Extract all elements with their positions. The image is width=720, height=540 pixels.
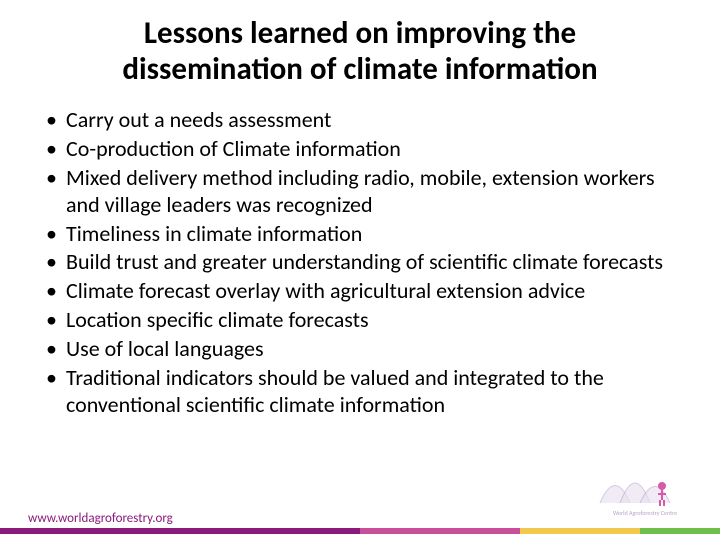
footer-url: www.worldagroforestry.org <box>28 511 173 526</box>
bullet-text: Traditional indicators should be valued … <box>66 364 604 418</box>
list-item: Build trust and greater understanding of… <box>40 249 680 276</box>
bullet-text: Carry out a needs assessment <box>66 106 331 133</box>
stripe-segment <box>520 528 640 534</box>
bullet-text: Mixed delivery method including radio, m… <box>66 164 655 218</box>
bullet-list: Carry out a needs assessment Co-producti… <box>0 97 720 418</box>
bullet-text: Use of local languages <box>66 335 264 362</box>
slide-title: Lessons learned on improving the dissemi… <box>0 0 720 97</box>
list-item: Mixed delivery method including radio, m… <box>40 165 680 219</box>
bullet-text: Climate forecast overlay with agricultur… <box>66 277 585 304</box>
list-item: Location specific climate forecasts <box>40 307 680 334</box>
list-item: Carry out a needs assessment <box>40 107 680 134</box>
slide: { "title": { "text": "Lessons learned on… <box>0 0 720 540</box>
stripe-segment <box>0 528 360 534</box>
bullet-text: Location specific climate forecasts <box>66 306 369 333</box>
bullet-text: Timeliness in climate information <box>66 220 362 247</box>
bullet-text: Co-production of Climate information <box>66 135 401 162</box>
list-item: Traditional indicators should be valued … <box>40 365 680 419</box>
footer-stripe <box>0 528 720 534</box>
bullet-text: Build trust and greater understanding of… <box>66 248 663 275</box>
stripe-segment <box>640 528 720 534</box>
list-item: Timeliness in climate information <box>40 221 680 248</box>
list-item: Co-production of Climate information <box>40 136 680 163</box>
slide-footer: www.worldagroforestry.org <box>0 480 720 540</box>
list-item: Use of local languages <box>40 336 680 363</box>
list-item: Climate forecast overlay with agricultur… <box>40 278 680 305</box>
stripe-segment <box>360 528 520 534</box>
